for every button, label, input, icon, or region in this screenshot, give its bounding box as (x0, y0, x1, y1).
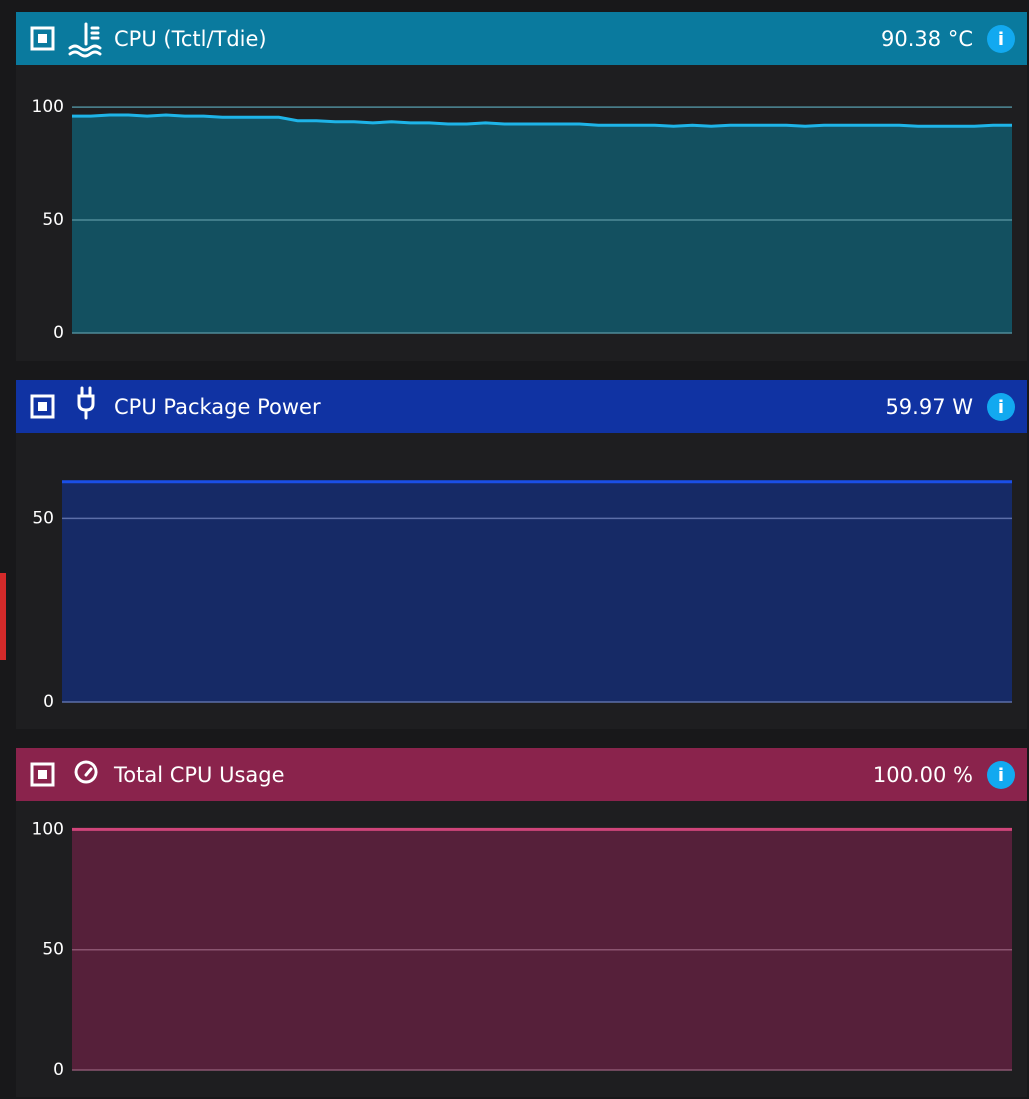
area-fill (72, 115, 1012, 333)
sensor-icon (74, 760, 98, 784)
area-fill (62, 481, 1012, 702)
sensor-icon (77, 386, 95, 420)
current-reading: 59.97 W (885, 395, 973, 419)
y-tick-label: 50 (42, 210, 64, 230)
y-tick-label: 50 (32, 508, 54, 528)
collapse-button-inner (38, 34, 47, 43)
y-tick-label: 0 (53, 1060, 64, 1080)
panel-header (16, 748, 1027, 801)
info-button[interactable] (987, 393, 1015, 421)
current-reading: 90.38 °C (881, 27, 973, 51)
y-tick-label: 100 (32, 819, 64, 839)
collapse-button-outer[interactable] (30, 762, 55, 787)
panel-header (16, 380, 1027, 433)
current-reading: 100.00 % (873, 763, 973, 787)
panel-title: CPU Package Power (114, 395, 321, 419)
panel-title: Total CPU Usage (113, 763, 285, 787)
y-tick-label: 50 (42, 940, 64, 960)
data-line (72, 113, 1012, 128)
panel-header (16, 12, 1027, 65)
info-glyph: i (998, 29, 1004, 50)
info-glyph: i (998, 765, 1004, 786)
side-marker (0, 573, 6, 660)
y-tick-label: 0 (43, 692, 54, 712)
panel-title: CPU (Tctl/Tdie) (114, 27, 267, 51)
info-button[interactable] (987, 761, 1015, 789)
sensor-icon (68, 22, 102, 58)
collapse-button-inner (38, 770, 47, 779)
collapse-button-outer[interactable] (30, 394, 55, 419)
y-tick-label: 100 (32, 97, 64, 117)
y-tick-label: 0 (53, 323, 64, 343)
info-button[interactable] (987, 25, 1015, 53)
collapse-button-outer[interactable] (30, 26, 55, 51)
collapse-button-inner (38, 402, 47, 411)
info-glyph: i (998, 397, 1004, 418)
